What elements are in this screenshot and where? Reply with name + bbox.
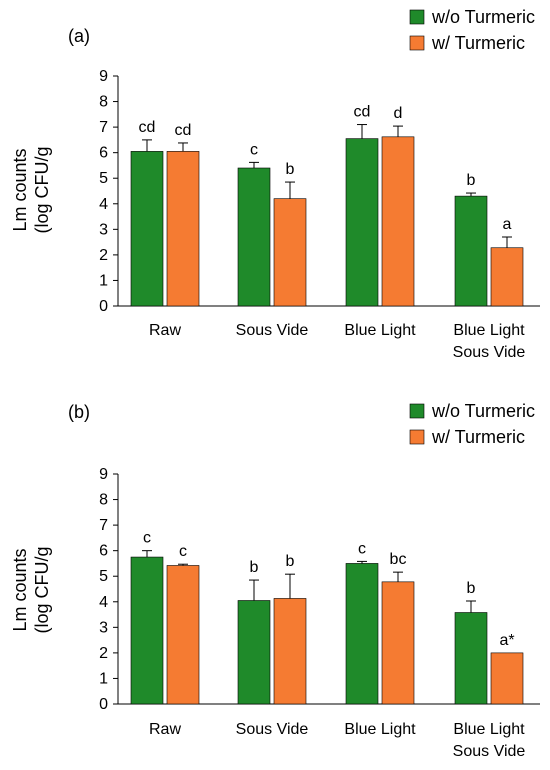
bar (454, 195, 488, 307)
y-tick-label: 9 (99, 466, 108, 483)
data-label: c (143, 530, 151, 547)
y-tick-label: 2 (99, 645, 108, 662)
legend-swatch (409, 9, 425, 25)
bar (381, 136, 415, 307)
y-tick-label: 3 (99, 619, 108, 636)
bar (345, 563, 379, 705)
bar (130, 151, 164, 307)
legend-label: w/o Turmeric (431, 401, 535, 421)
bar (490, 652, 524, 705)
legend-label: w/o Turmeric (431, 7, 535, 27)
data-label: b (250, 559, 259, 576)
data-label: c (358, 540, 366, 557)
y-tick-label: 9 (99, 68, 108, 85)
x-tick-label: Blue Light (344, 322, 416, 339)
bar (273, 598, 307, 705)
data-label: a (503, 216, 512, 233)
y-axis-label-line2: (log CFU/g (32, 546, 52, 633)
y-tick-label: 5 (99, 568, 108, 585)
x-tick-label: Blue Light (344, 721, 416, 738)
data-label: c (179, 543, 187, 560)
bar (273, 198, 307, 307)
y-tick-label: 5 (99, 170, 108, 187)
legend-swatch (409, 35, 425, 51)
data-label: b (467, 172, 476, 189)
x-tick-label: Sous Vide (236, 721, 309, 738)
y-tick-label: 7 (99, 517, 108, 534)
data-label: cd (175, 122, 192, 139)
y-tick-label: 4 (99, 196, 108, 213)
bar (345, 138, 379, 307)
y-tick-label: 2 (99, 247, 108, 264)
y-tick-label: 6 (99, 543, 108, 560)
legend-swatch (409, 403, 425, 419)
legend-swatch (409, 429, 425, 445)
panel-label: (a) (68, 26, 90, 46)
data-label: cd (139, 119, 156, 136)
bar (237, 167, 271, 307)
data-label: c (250, 141, 258, 158)
y-axis-label-line2: (log CFU/g (32, 146, 52, 233)
legend-label: w/ Turmeric (431, 427, 525, 447)
x-tick-label: Blue Light (453, 322, 525, 339)
x-tick-label: Sous Vide (453, 344, 526, 361)
bar (237, 600, 271, 705)
y-axis-label-line1: Lm counts (10, 548, 30, 631)
bar (166, 565, 200, 705)
y-tick-label: 8 (99, 94, 108, 111)
y-tick-label: 7 (99, 119, 108, 136)
data-label: cd (354, 104, 371, 121)
x-tick-label: Sous Vide (453, 743, 526, 760)
y-tick-label: 3 (99, 221, 108, 238)
y-axis-label-line1: Lm counts (10, 148, 30, 231)
y-tick-label: 0 (99, 696, 108, 713)
y-tick-label: 1 (99, 670, 108, 687)
x-tick-label: Raw (149, 721, 181, 738)
panel-label: (b) (68, 402, 90, 422)
y-tick-label: 6 (99, 145, 108, 162)
chart-panel-b: (b) w/o Turmeric w/ Turmeric Lm counts (log … (10, 401, 540, 760)
y-tick-label: 8 (99, 492, 108, 509)
data-label: b (286, 161, 295, 178)
data-label: bc (390, 551, 407, 568)
x-tick-label: Raw (149, 322, 181, 339)
y-tick-label: 4 (99, 594, 108, 611)
legend-label: w/ Turmeric (431, 33, 525, 53)
data-label: d (394, 105, 403, 122)
bar (381, 581, 415, 705)
x-tick-label: Blue Light (453, 721, 525, 738)
data-label: a* (499, 632, 514, 649)
x-tick-label: Sous Vide (236, 322, 309, 339)
bar (166, 151, 200, 307)
bar (454, 612, 488, 705)
data-label: b (286, 553, 295, 570)
bar (490, 247, 524, 307)
y-tick-label: 1 (99, 272, 108, 289)
chart-panel-a: (a) w/o Turmeric w/ Turmeric Lm counts (log … (10, 7, 540, 361)
bar (130, 556, 164, 705)
data-label: b (467, 580, 476, 597)
y-tick-label: 0 (99, 298, 108, 315)
